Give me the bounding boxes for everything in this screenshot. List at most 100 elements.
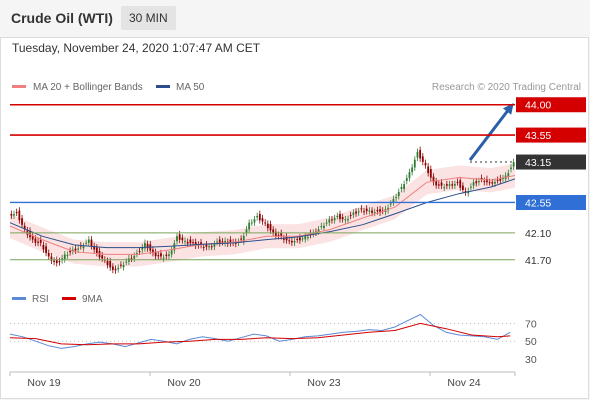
candle-body (389, 203, 392, 205)
candle-body (176, 236, 178, 242)
level-tag-43.15 (516, 154, 586, 170)
candle-body (336, 215, 339, 217)
candle-body (117, 267, 120, 270)
candle-body (53, 260, 55, 262)
candle-body (483, 180, 486, 183)
candle-body (274, 231, 277, 236)
candle-body (23, 225, 26, 230)
candle-body (459, 180, 462, 188)
level-label-44.00: 44.00 (525, 100, 551, 112)
candle-body (470, 186, 472, 188)
candle-body (392, 199, 395, 203)
candle-body (397, 192, 400, 197)
x-tick-label: Nov 19 (27, 377, 60, 389)
candle-body (488, 182, 491, 184)
ma20-legend-label: MA 20 + Bollinger Bands (33, 82, 143, 93)
candle-body (165, 254, 168, 257)
candle-body (125, 261, 128, 263)
candle-body (341, 217, 344, 220)
ma50-legend-swatch (156, 85, 170, 88)
candle-body (304, 236, 307, 240)
candle-body (200, 242, 202, 245)
rsi-tick-30: 30 (525, 354, 537, 366)
candle-body (37, 241, 39, 243)
timeframe-button[interactable]: 30 MIN (121, 6, 176, 30)
candle-body (349, 215, 352, 217)
candle-body (82, 246, 85, 249)
candle-body (229, 239, 232, 244)
candle-body (288, 240, 291, 242)
candle-body (486, 179, 488, 183)
candle-body (424, 162, 427, 166)
candle-body (69, 250, 72, 253)
chart-datetime: Tuesday, November 24, 2020 1:07:47 AM CE… (12, 41, 261, 55)
candle-body (13, 214, 15, 216)
candle-body (499, 178, 502, 181)
candle-body (186, 241, 189, 244)
candle-body (63, 254, 66, 260)
candle-body (496, 179, 499, 181)
candle-body (202, 246, 205, 248)
projection-arrow-shaft (468, 106, 512, 161)
x-tick-label: Nov 24 (447, 377, 480, 389)
candle-body (192, 242, 194, 244)
candle-body (472, 182, 475, 186)
candle-body (427, 166, 430, 174)
candle-body (323, 225, 325, 229)
candle-body (507, 173, 510, 177)
candle-body (101, 255, 104, 259)
bollinger-band (10, 163, 515, 267)
candle-body (242, 235, 245, 242)
candle-body (307, 237, 309, 239)
candle-body (480, 177, 483, 179)
candle-body (464, 191, 467, 193)
candle-body (299, 237, 301, 241)
candle-body (376, 210, 379, 212)
candle-body (453, 183, 456, 186)
candle-body (154, 252, 157, 257)
level-tag-42.55 (516, 194, 586, 210)
candle-body (443, 187, 446, 189)
candle-body (90, 239, 93, 247)
rsi-ma9-line (9, 322, 511, 346)
candle-body (395, 197, 397, 199)
candle-body (331, 219, 333, 221)
candle-body (429, 169, 432, 178)
candle-body (432, 176, 435, 183)
candle-body (333, 218, 336, 221)
candle-body (133, 255, 136, 259)
candle-body (210, 246, 213, 248)
candle-body (58, 261, 61, 263)
x-tick-label: Nov 20 (167, 377, 200, 389)
candle-body (152, 249, 154, 254)
candle-body (320, 226, 323, 228)
candle-body (106, 260, 109, 266)
candle-body (162, 257, 165, 259)
candle-body (250, 222, 253, 224)
candle-body (87, 239, 90, 243)
candle-body (328, 219, 331, 223)
candle-body (261, 218, 264, 222)
candle-body (510, 167, 512, 170)
price-layer (9, 102, 516, 274)
candle-body (253, 219, 256, 223)
candle-body (109, 261, 112, 268)
level-label-43.55: 43.55 (525, 130, 551, 142)
level-label-42.10: 42.10 (525, 228, 551, 240)
candle-body (365, 208, 368, 212)
instrument-title: Crude Oil (WTI) (11, 10, 113, 26)
x-axis: Nov 19 Nov 20 Nov 23 Nov 24 (9, 371, 516, 389)
candle-body (119, 264, 122, 266)
candle-body (184, 240, 186, 242)
candle-body (264, 222, 267, 224)
level-tag-43.55 (516, 127, 586, 143)
candle-body (413, 159, 416, 168)
candle-body (216, 241, 218, 243)
candle-body (157, 255, 160, 257)
candle-body (205, 244, 208, 247)
rsi-tick-70: 70 (525, 318, 537, 330)
candle-body (363, 211, 365, 213)
candle-body (408, 172, 411, 179)
candle-body (344, 219, 347, 221)
candle-body (512, 162, 515, 167)
